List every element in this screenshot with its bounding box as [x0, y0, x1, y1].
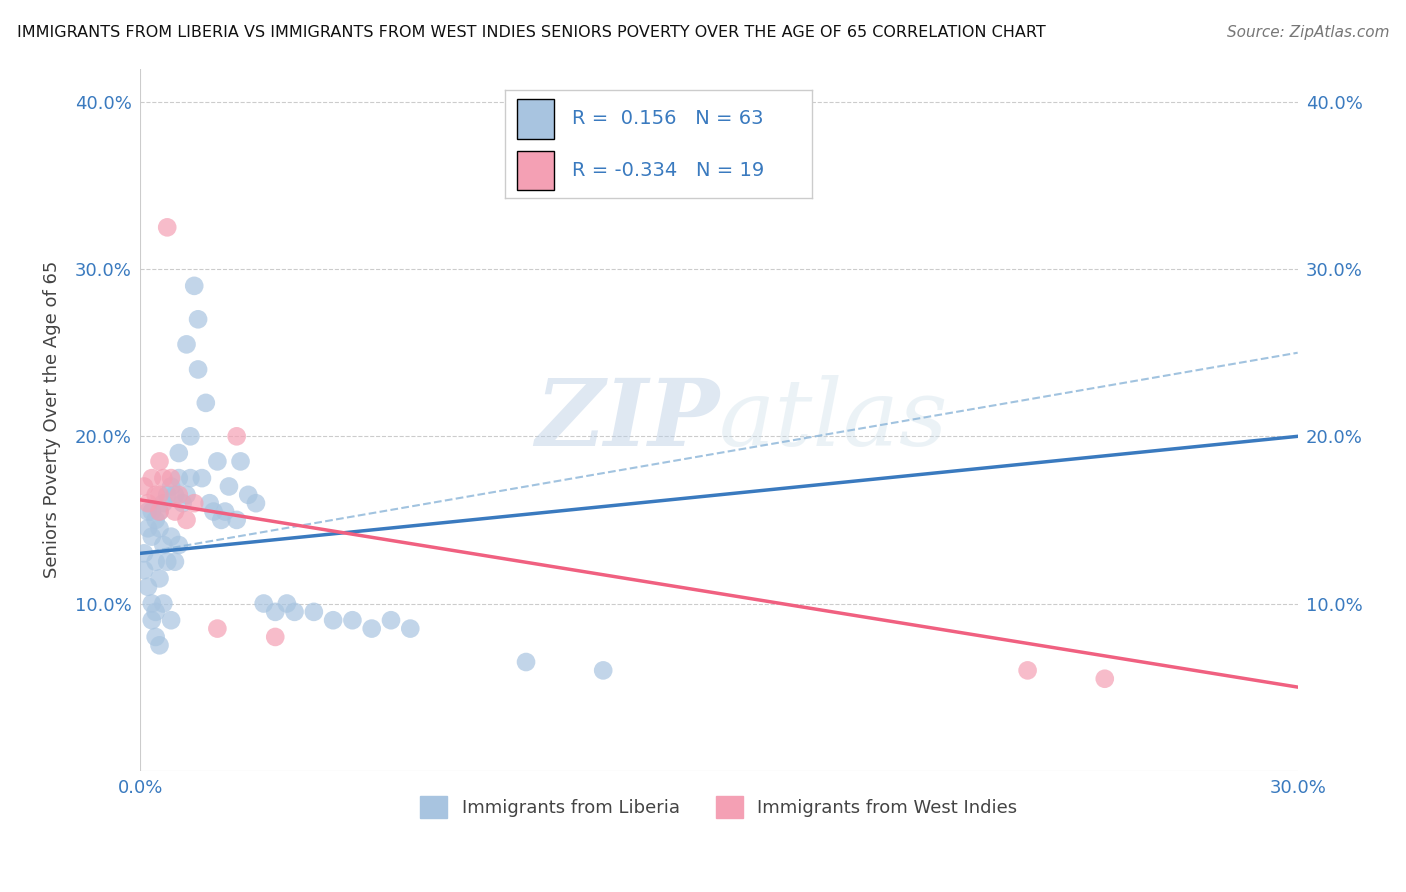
Point: [148, 454, 170, 468]
Point: [152, 496, 174, 510]
Point: [152, 471, 174, 485]
Point: [172, 496, 194, 510]
Point: [276, 597, 298, 611]
Point: [209, 513, 232, 527]
Point: [132, 563, 155, 577]
Point: [132, 479, 155, 493]
Point: [167, 488, 190, 502]
Point: [141, 530, 163, 544]
Point: [214, 504, 236, 518]
Point: [156, 555, 179, 569]
Point: [141, 471, 163, 485]
Point: [179, 429, 201, 443]
Point: [145, 605, 167, 619]
Point: [194, 396, 217, 410]
Point: [163, 555, 186, 569]
Text: IMMIGRANTS FROM LIBERIA VS IMMIGRANTS FROM WEST INDIES SENIORS POVERTY OVER THE : IMMIGRANTS FROM LIBERIA VS IMMIGRANTS FR…: [17, 25, 1046, 40]
Point: [148, 504, 170, 518]
Point: [148, 571, 170, 585]
Point: [515, 655, 537, 669]
Point: [156, 220, 179, 235]
Point: [160, 613, 183, 627]
Point: [167, 538, 190, 552]
Point: [191, 471, 214, 485]
Point: [253, 597, 276, 611]
Point: [160, 530, 183, 544]
Point: [148, 521, 170, 535]
Point: [136, 496, 159, 510]
Point: [592, 664, 614, 678]
Point: [322, 613, 344, 627]
Point: [176, 337, 198, 351]
Point: [148, 504, 170, 518]
Point: [141, 597, 163, 611]
Point: [136, 521, 159, 535]
Point: [136, 580, 159, 594]
Point: [167, 446, 190, 460]
Point: [148, 488, 170, 502]
Point: [238, 488, 260, 502]
Point: [145, 630, 167, 644]
Point: [187, 362, 209, 376]
Point: [207, 454, 229, 468]
Point: [152, 597, 174, 611]
Point: [163, 488, 186, 502]
Point: [132, 546, 155, 560]
Point: [163, 504, 186, 518]
Point: [229, 454, 252, 468]
Point: [176, 513, 198, 527]
Point: [264, 630, 287, 644]
Point: [202, 504, 225, 518]
Point: [136, 504, 159, 518]
Point: [302, 605, 325, 619]
Point: [145, 488, 167, 502]
Point: [145, 513, 167, 527]
Point: [225, 513, 247, 527]
Point: [141, 613, 163, 627]
Point: [152, 538, 174, 552]
Point: [218, 479, 240, 493]
Point: [187, 312, 209, 326]
Point: [141, 504, 163, 518]
Y-axis label: Seniors Poverty Over the Age of 65: Seniors Poverty Over the Age of 65: [44, 261, 60, 578]
Point: [156, 488, 179, 502]
Point: [264, 605, 287, 619]
Text: Source: ZipAtlas.com: Source: ZipAtlas.com: [1226, 25, 1389, 40]
Point: [183, 278, 205, 293]
Point: [160, 479, 183, 493]
Point: [245, 496, 267, 510]
Point: [1017, 664, 1039, 678]
Point: [747, 112, 769, 126]
Point: [183, 496, 205, 510]
Point: [148, 638, 170, 652]
Point: [225, 429, 247, 443]
Point: [380, 613, 402, 627]
Legend: Immigrants from Liberia, Immigrants from West Indies: Immigrants from Liberia, Immigrants from…: [413, 789, 1025, 825]
Text: ZIP: ZIP: [534, 375, 718, 465]
Point: [145, 555, 167, 569]
Point: [342, 613, 364, 627]
Point: [179, 471, 201, 485]
Point: [176, 488, 198, 502]
Point: [1094, 672, 1116, 686]
Point: [360, 622, 382, 636]
Point: [167, 471, 190, 485]
Text: atlas: atlas: [718, 375, 949, 465]
Point: [399, 622, 422, 636]
Point: [207, 622, 229, 636]
Point: [198, 496, 221, 510]
Point: [283, 605, 305, 619]
Point: [160, 471, 183, 485]
